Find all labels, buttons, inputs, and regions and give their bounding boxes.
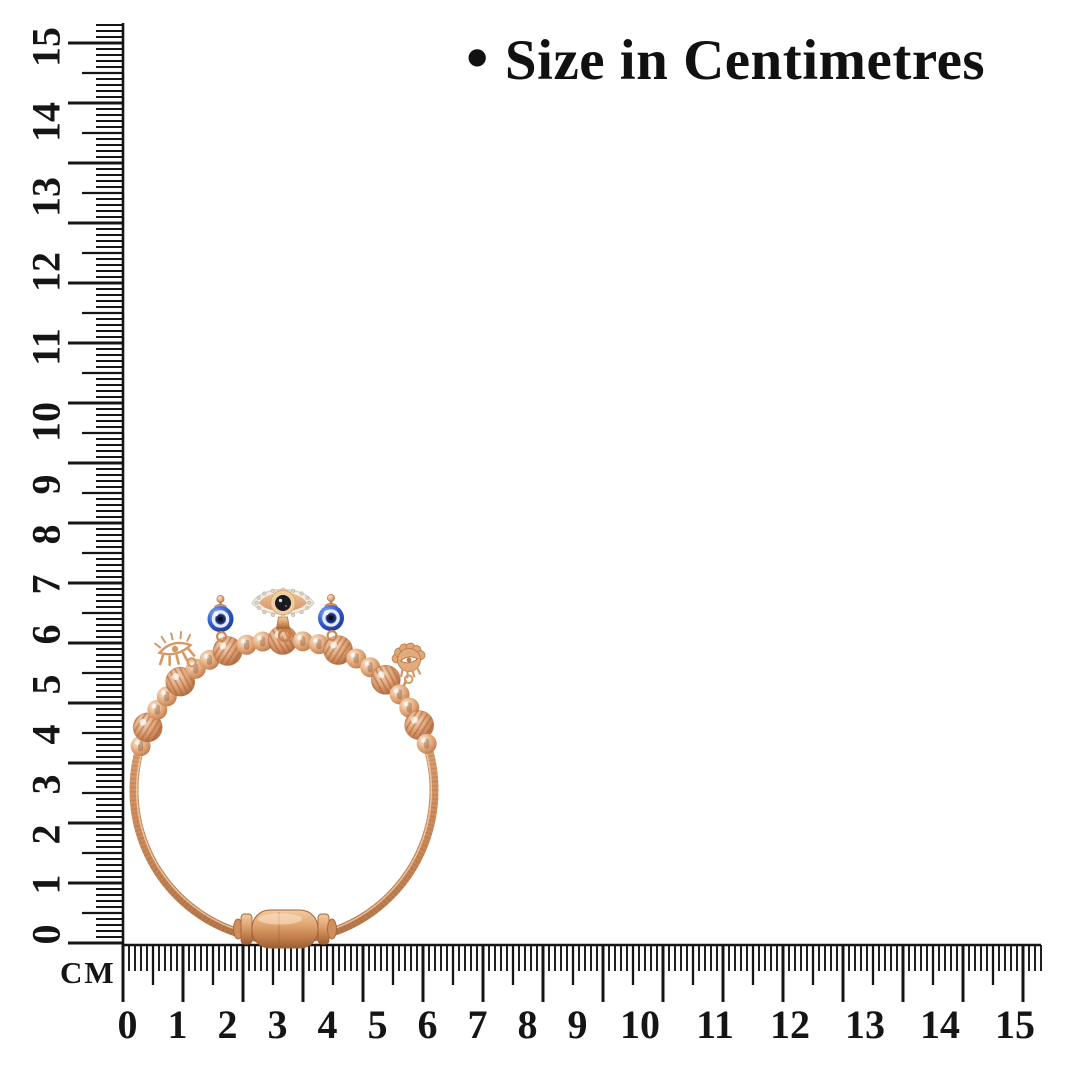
fluted-bead — [132, 712, 163, 743]
h-ruler-label: 11 — [696, 1002, 734, 1047]
round-bead — [416, 733, 437, 754]
v-ruler-label: 14 — [24, 102, 69, 142]
h-ruler-label: 1 — [168, 1002, 188, 1047]
v-ruler-label: 6 — [24, 625, 69, 645]
v-ruler-label: 2 — [24, 825, 69, 845]
v-ruler-label: 10 — [24, 402, 69, 442]
bead-strand — [130, 625, 437, 757]
fan-eyelash-charm — [391, 642, 426, 685]
blue-evil-eye-bead-right — [318, 594, 344, 642]
h-ruler-label: 13 — [845, 1002, 885, 1047]
bracelet-photo — [129, 587, 439, 949]
v-ruler-label: 15 — [24, 27, 69, 67]
horizontal-ruler: 0 1 2 3 4 5 6 7 8 9 10 11 12 13 14 15 — [118, 943, 1042, 1047]
eyelash-eye-charm — [154, 631, 197, 668]
h-ruler-label: 15 — [995, 1002, 1035, 1047]
page-title: • Size in Centimetres — [466, 21, 986, 93]
v-ruler-label: 1 — [24, 875, 69, 895]
h-ruler-label: 5 — [368, 1002, 388, 1047]
barrel-clasp — [233, 909, 337, 949]
h-ruler-label: 12 — [770, 1002, 810, 1047]
v-ruler-label: 0 — [24, 925, 69, 945]
fluted-bead — [212, 636, 243, 666]
fluted-bead — [404, 710, 435, 740]
v-ruler-label: 8 — [24, 525, 69, 545]
v-ruler-label: 11 — [24, 328, 69, 366]
title-text: Size in Centimetres — [504, 29, 986, 92]
h-ruler-label: 0 — [118, 1002, 138, 1047]
v-ruler-label: 3 — [24, 775, 69, 795]
v-ruler-label: 4 — [24, 725, 69, 745]
blue-evil-eye-bead-left — [207, 595, 234, 643]
ruler-unit-label: CM — [60, 955, 116, 990]
v-ruler-label: 7 — [24, 575, 69, 595]
h-ruler-label: 8 — [518, 1002, 538, 1047]
h-ruler-label: 10 — [620, 1002, 660, 1047]
v-ruler-label: 9 — [24, 475, 69, 495]
h-ruler-label: 6 — [418, 1002, 438, 1047]
crystal-pave-evil-eye-charm — [251, 587, 315, 643]
h-ruler-label: 14 — [920, 1002, 960, 1047]
round-bead — [292, 631, 313, 652]
v-ruler-label: 12 — [24, 252, 69, 292]
h-ruler-label: 3 — [268, 1002, 288, 1047]
v-ruler-label: 13 — [24, 177, 69, 217]
round-bead — [236, 634, 257, 655]
round-bead — [252, 631, 273, 652]
h-ruler-label: 9 — [568, 1002, 588, 1047]
h-ruler-label: 2 — [218, 1002, 238, 1047]
v-ruler-label: 5 — [24, 675, 69, 695]
h-ruler-label: 4 — [318, 1002, 338, 1047]
h-ruler-label: 7 — [468, 1002, 488, 1047]
